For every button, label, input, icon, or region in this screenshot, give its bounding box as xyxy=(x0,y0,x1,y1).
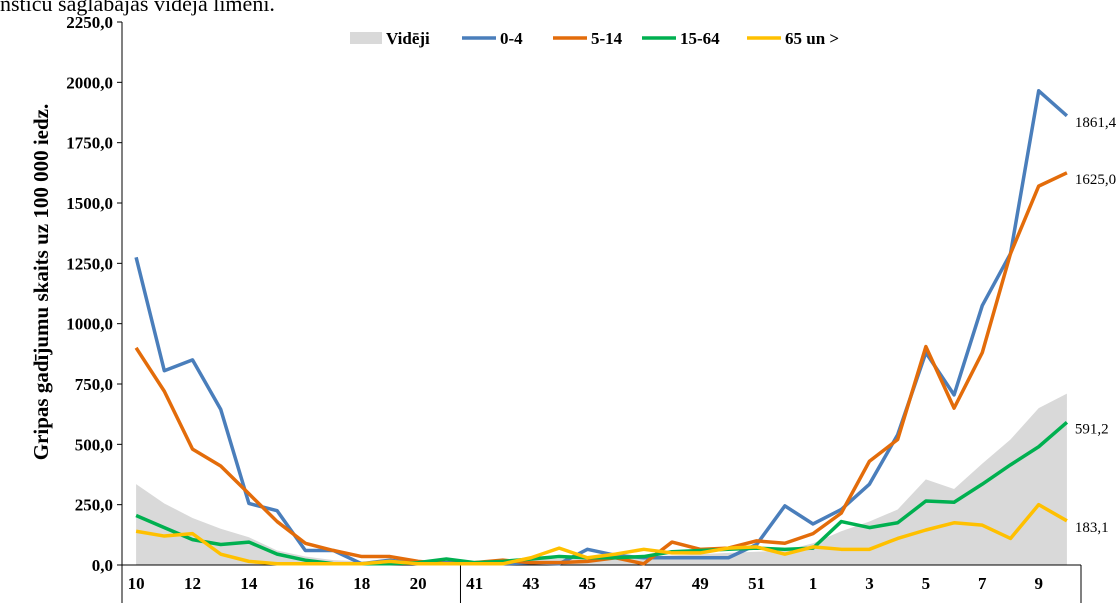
x-tick-label: 16 xyxy=(297,574,314,593)
x-tick-label: 10 xyxy=(128,574,145,593)
labels-layer: 1861,4 1625,0 591,2 183,1 xyxy=(1075,115,1117,536)
x-tick-label: 7 xyxy=(978,574,987,593)
x-tick-label: 51 xyxy=(748,574,765,593)
x-tick-label: 1 xyxy=(809,574,818,593)
x-tick-label: 20 xyxy=(410,574,427,593)
end-label-65 un >: 183,1 xyxy=(1075,520,1109,536)
y-tick-label: 1000,0 xyxy=(66,315,113,334)
y-tick-label: 750,0 xyxy=(75,375,113,394)
x-tick-label: 45 xyxy=(579,574,596,593)
end-label-5-14: 1625,0 xyxy=(1075,172,1116,188)
legend-label-Vidēji: Vidēji xyxy=(386,29,430,48)
end-label-15-64: 591,2 xyxy=(1075,421,1109,437)
legend: Vidēji 0-4 5-14 15-64 65 un > xyxy=(350,29,839,48)
series-line-5-14 xyxy=(134,171,1068,566)
x-tick-label: 12 xyxy=(184,574,201,593)
axes-layer: 0,0250,0500,0750,01000,01250,01500,01750… xyxy=(66,13,1082,603)
legend-swatch-Vidēji xyxy=(350,32,382,44)
series-area-Vidēji xyxy=(136,393,1067,565)
x-tick-label: 9 xyxy=(1034,574,1043,593)
legend-label-15-64: 15-64 xyxy=(680,29,720,48)
series-line-15-64 xyxy=(135,421,1069,566)
lines-layer xyxy=(134,89,1069,566)
y-tick-label: 500,0 xyxy=(75,435,113,454)
x-tick-label: 14 xyxy=(240,574,258,593)
y-tick-label: 1500,0 xyxy=(66,194,113,213)
y-tick-label: 1750,0 xyxy=(66,134,113,153)
y-tick-label: 2000,0 xyxy=(66,73,113,92)
series-line-65 un > xyxy=(135,502,1068,566)
area-layer xyxy=(136,393,1067,565)
y-tick-label: 250,0 xyxy=(75,496,113,515)
title-fragment: nstiču saglabājās vidēja līmenī. xyxy=(0,0,275,16)
x-tick-label: 49 xyxy=(692,574,709,593)
x-tick-label: 43 xyxy=(522,574,539,593)
x-tick-label: 5 xyxy=(922,574,931,593)
x-tick-label: 47 xyxy=(635,574,653,593)
y-axis-title: Gripas gadījumu skaits uz 100 000 iedz. xyxy=(29,104,53,460)
x-tick-label: 18 xyxy=(353,574,370,593)
y-tick-label: 0,0 xyxy=(92,556,113,575)
x-tick-label: 41 xyxy=(466,574,483,593)
y-tick-label: 2250,0 xyxy=(66,13,113,32)
legend-label-5-14: 5-14 xyxy=(591,29,623,48)
x-tick-label: 3 xyxy=(865,574,874,593)
legend-label-65 un >: 65 un > xyxy=(785,29,839,48)
end-label-0-4: 1861,4 xyxy=(1075,115,1117,131)
y-tick-label: 1250,0 xyxy=(66,254,113,273)
legend-label-0-4: 0-4 xyxy=(500,29,523,48)
